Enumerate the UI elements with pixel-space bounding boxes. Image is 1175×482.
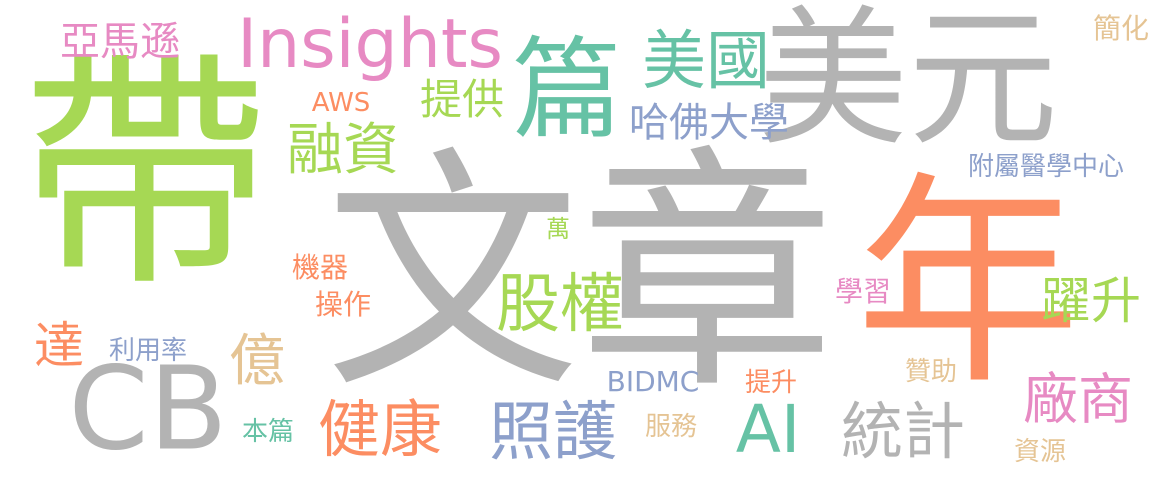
word-pian: 篇 — [512, 26, 622, 154]
word-ziyuan: 資源 — [1013, 437, 1067, 467]
word-hafo: 哈佛大學 — [629, 100, 789, 146]
word-wenzhang: 文章 — [324, 126, 836, 424]
word-liyonglv: 利用率 — [108, 336, 188, 366]
word-yuesheng: 躍升 — [1041, 272, 1141, 330]
word-tongji: 統計 — [840, 395, 966, 468]
word-jiqi: 機器 — [291, 251, 349, 284]
word-guquan: 股權 — [496, 268, 624, 342]
word-yi: 億 — [229, 329, 285, 394]
word-changshang: 廠商 — [1022, 367, 1134, 432]
word-rongzi: 融資 — [287, 118, 399, 183]
word-jianhua: 簡化 — [1092, 12, 1150, 45]
word-cb: CB — [68, 342, 228, 477]
word-tisheng: 提升 — [744, 368, 798, 398]
word-meiguo: 美國 — [642, 25, 770, 99]
word-fushu: 附屬醫學中心 — [967, 152, 1125, 182]
word-da: 達 — [34, 317, 84, 375]
word-meiyuan: 美元 — [757, 0, 1059, 167]
word-wan: 萬 — [546, 215, 570, 243]
word-fuwu: 服務 — [644, 412, 698, 442]
word-tigong: 提供 — [419, 75, 505, 124]
word-jiankang: 健康 — [317, 393, 443, 466]
word-zhaohu: 照護 — [489, 396, 617, 470]
word-caozuo: 操作 — [314, 288, 372, 321]
word-bidmc: BIDMC — [606, 365, 700, 398]
word-yamaxun: 亞馬遜 — [60, 19, 180, 65]
word-nian: 年 — [855, 153, 1081, 416]
word-insights: Insights — [237, 5, 503, 84]
word-dai: 帶 — [20, 29, 270, 320]
word-zanzhu: 贊助 — [904, 357, 958, 387]
word-aws: AWS — [311, 88, 371, 118]
word-ai: AI — [735, 391, 801, 468]
word-xuexi: 學習 — [834, 275, 892, 308]
word-benpian: 本篇 — [241, 417, 295, 447]
